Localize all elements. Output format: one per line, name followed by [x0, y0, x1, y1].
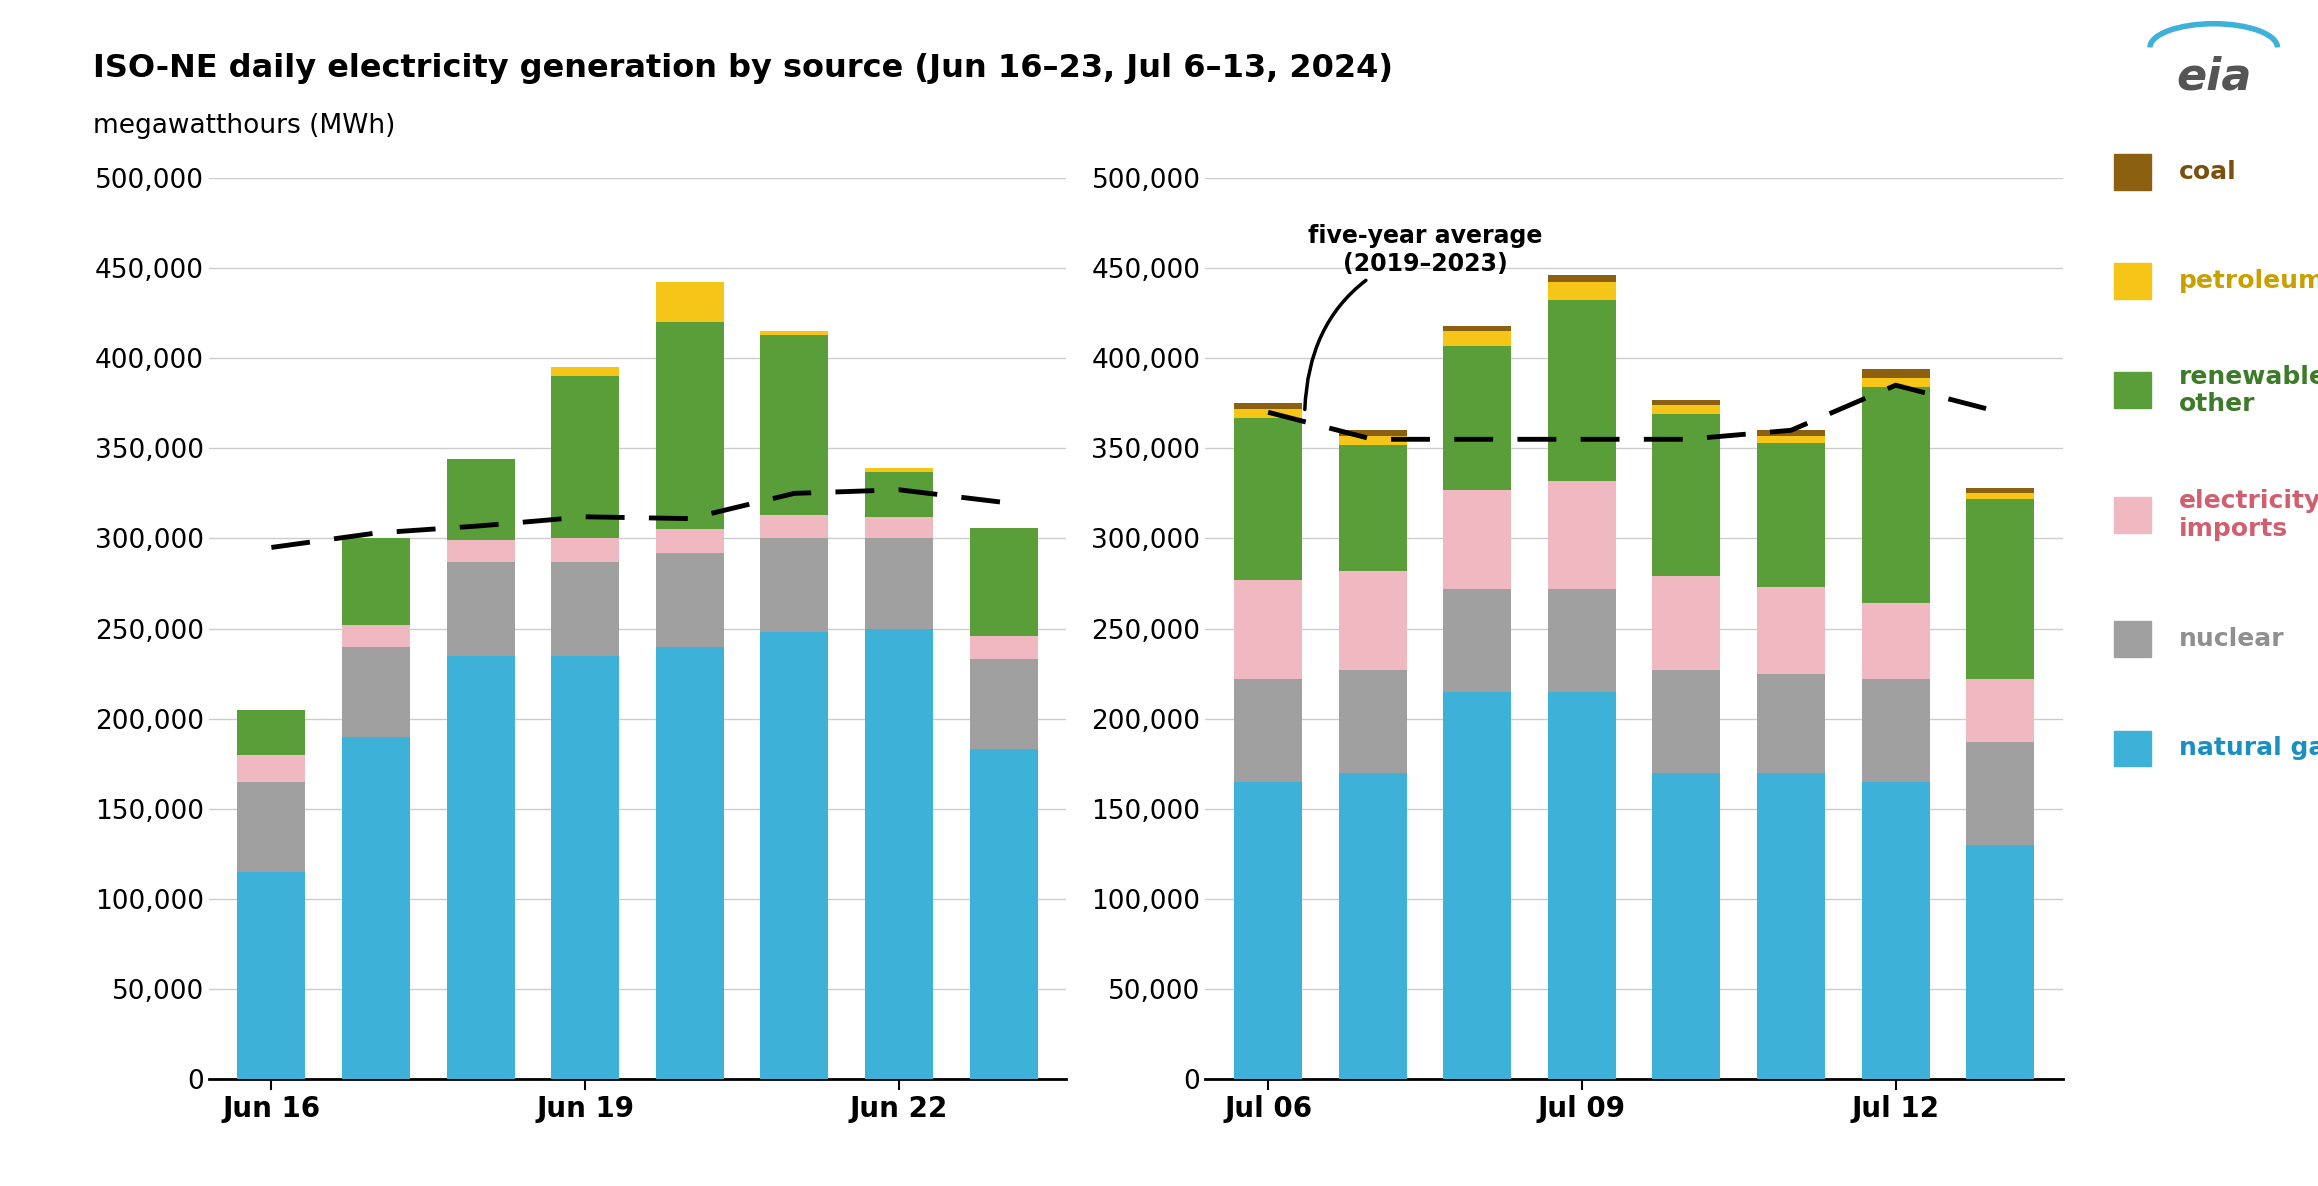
- Bar: [236, 872, 306, 1079]
- Bar: [1757, 431, 1824, 435]
- Bar: [447, 562, 515, 656]
- Text: natural gas: natural gas: [2179, 737, 2318, 760]
- Bar: [1653, 414, 1720, 576]
- Bar: [760, 515, 828, 538]
- Bar: [236, 782, 306, 872]
- Bar: [760, 538, 828, 632]
- Bar: [552, 562, 619, 656]
- Bar: [1757, 587, 1824, 674]
- Bar: [865, 517, 932, 538]
- Bar: [1548, 282, 1616, 300]
- Bar: [1340, 435, 1407, 445]
- Bar: [1966, 742, 2035, 844]
- Bar: [656, 282, 723, 323]
- Bar: [1233, 782, 1303, 1079]
- Bar: [1340, 570, 1407, 670]
- Bar: [1966, 680, 2035, 742]
- Bar: [1340, 773, 1407, 1079]
- Bar: [236, 754, 306, 782]
- Bar: [1444, 345, 1511, 490]
- Bar: [1861, 378, 1929, 387]
- Bar: [865, 538, 932, 629]
- Bar: [1233, 580, 1303, 680]
- Bar: [1548, 480, 1616, 589]
- Bar: [969, 636, 1038, 659]
- Text: megawatthours (MWh): megawatthours (MWh): [93, 113, 394, 139]
- Bar: [1444, 490, 1511, 589]
- Bar: [865, 629, 932, 1079]
- Bar: [1757, 435, 1824, 442]
- Bar: [343, 737, 410, 1079]
- Bar: [552, 368, 619, 376]
- Bar: [1966, 493, 2035, 499]
- Bar: [1233, 680, 1303, 782]
- Text: nuclear: nuclear: [2179, 627, 2286, 651]
- Bar: [1548, 691, 1616, 1079]
- Bar: [343, 646, 410, 737]
- Bar: [1653, 400, 1720, 406]
- Bar: [1861, 680, 1929, 782]
- Bar: [1966, 844, 2035, 1079]
- Bar: [1861, 387, 1929, 604]
- Bar: [1966, 487, 2035, 493]
- Text: ISO-NE daily electricity generation by source (Jun 16–23, Jul 6–13, 2024): ISO-NE daily electricity generation by s…: [93, 53, 1393, 84]
- Bar: [1444, 589, 1511, 691]
- Bar: [236, 709, 306, 754]
- Bar: [1340, 670, 1407, 773]
- Text: petroleum: petroleum: [2179, 269, 2318, 293]
- Bar: [447, 541, 515, 562]
- Bar: [1653, 670, 1720, 773]
- Bar: [969, 750, 1038, 1079]
- Bar: [1966, 499, 2035, 680]
- Bar: [1757, 442, 1824, 587]
- Bar: [1861, 782, 1929, 1079]
- Bar: [1548, 300, 1616, 480]
- Bar: [969, 659, 1038, 750]
- Bar: [1340, 431, 1407, 435]
- Bar: [343, 538, 410, 625]
- Bar: [1757, 674, 1824, 773]
- Text: five-year average
(2019–2023): five-year average (2019–2023): [1305, 224, 1541, 409]
- Bar: [1757, 773, 1824, 1079]
- Bar: [552, 656, 619, 1079]
- Bar: [1233, 417, 1303, 580]
- Bar: [1444, 331, 1511, 345]
- Bar: [760, 331, 828, 334]
- Bar: [1444, 326, 1511, 331]
- Bar: [1233, 403, 1303, 409]
- Bar: [447, 656, 515, 1079]
- Bar: [343, 625, 410, 646]
- Bar: [865, 472, 932, 517]
- Bar: [1653, 773, 1720, 1079]
- Bar: [656, 529, 723, 553]
- Text: coal: coal: [2179, 160, 2237, 184]
- Bar: [447, 459, 515, 541]
- Bar: [552, 538, 619, 562]
- Text: eia: eia: [2177, 56, 2251, 98]
- Bar: [1548, 275, 1616, 282]
- Bar: [969, 528, 1038, 636]
- Bar: [1444, 691, 1511, 1079]
- Text: electricity
imports: electricity imports: [2179, 489, 2318, 541]
- Bar: [760, 334, 828, 515]
- Bar: [865, 468, 932, 472]
- Bar: [1548, 589, 1616, 691]
- Bar: [1861, 604, 1929, 680]
- Bar: [1861, 369, 1929, 378]
- Text: renewables/
other: renewables/ other: [2179, 364, 2318, 416]
- Bar: [1653, 406, 1720, 414]
- Bar: [656, 553, 723, 646]
- Bar: [1653, 576, 1720, 670]
- Bar: [1233, 409, 1303, 417]
- Bar: [656, 646, 723, 1079]
- Bar: [656, 323, 723, 529]
- Bar: [552, 376, 619, 538]
- Bar: [1340, 445, 1407, 570]
- Bar: [760, 632, 828, 1079]
